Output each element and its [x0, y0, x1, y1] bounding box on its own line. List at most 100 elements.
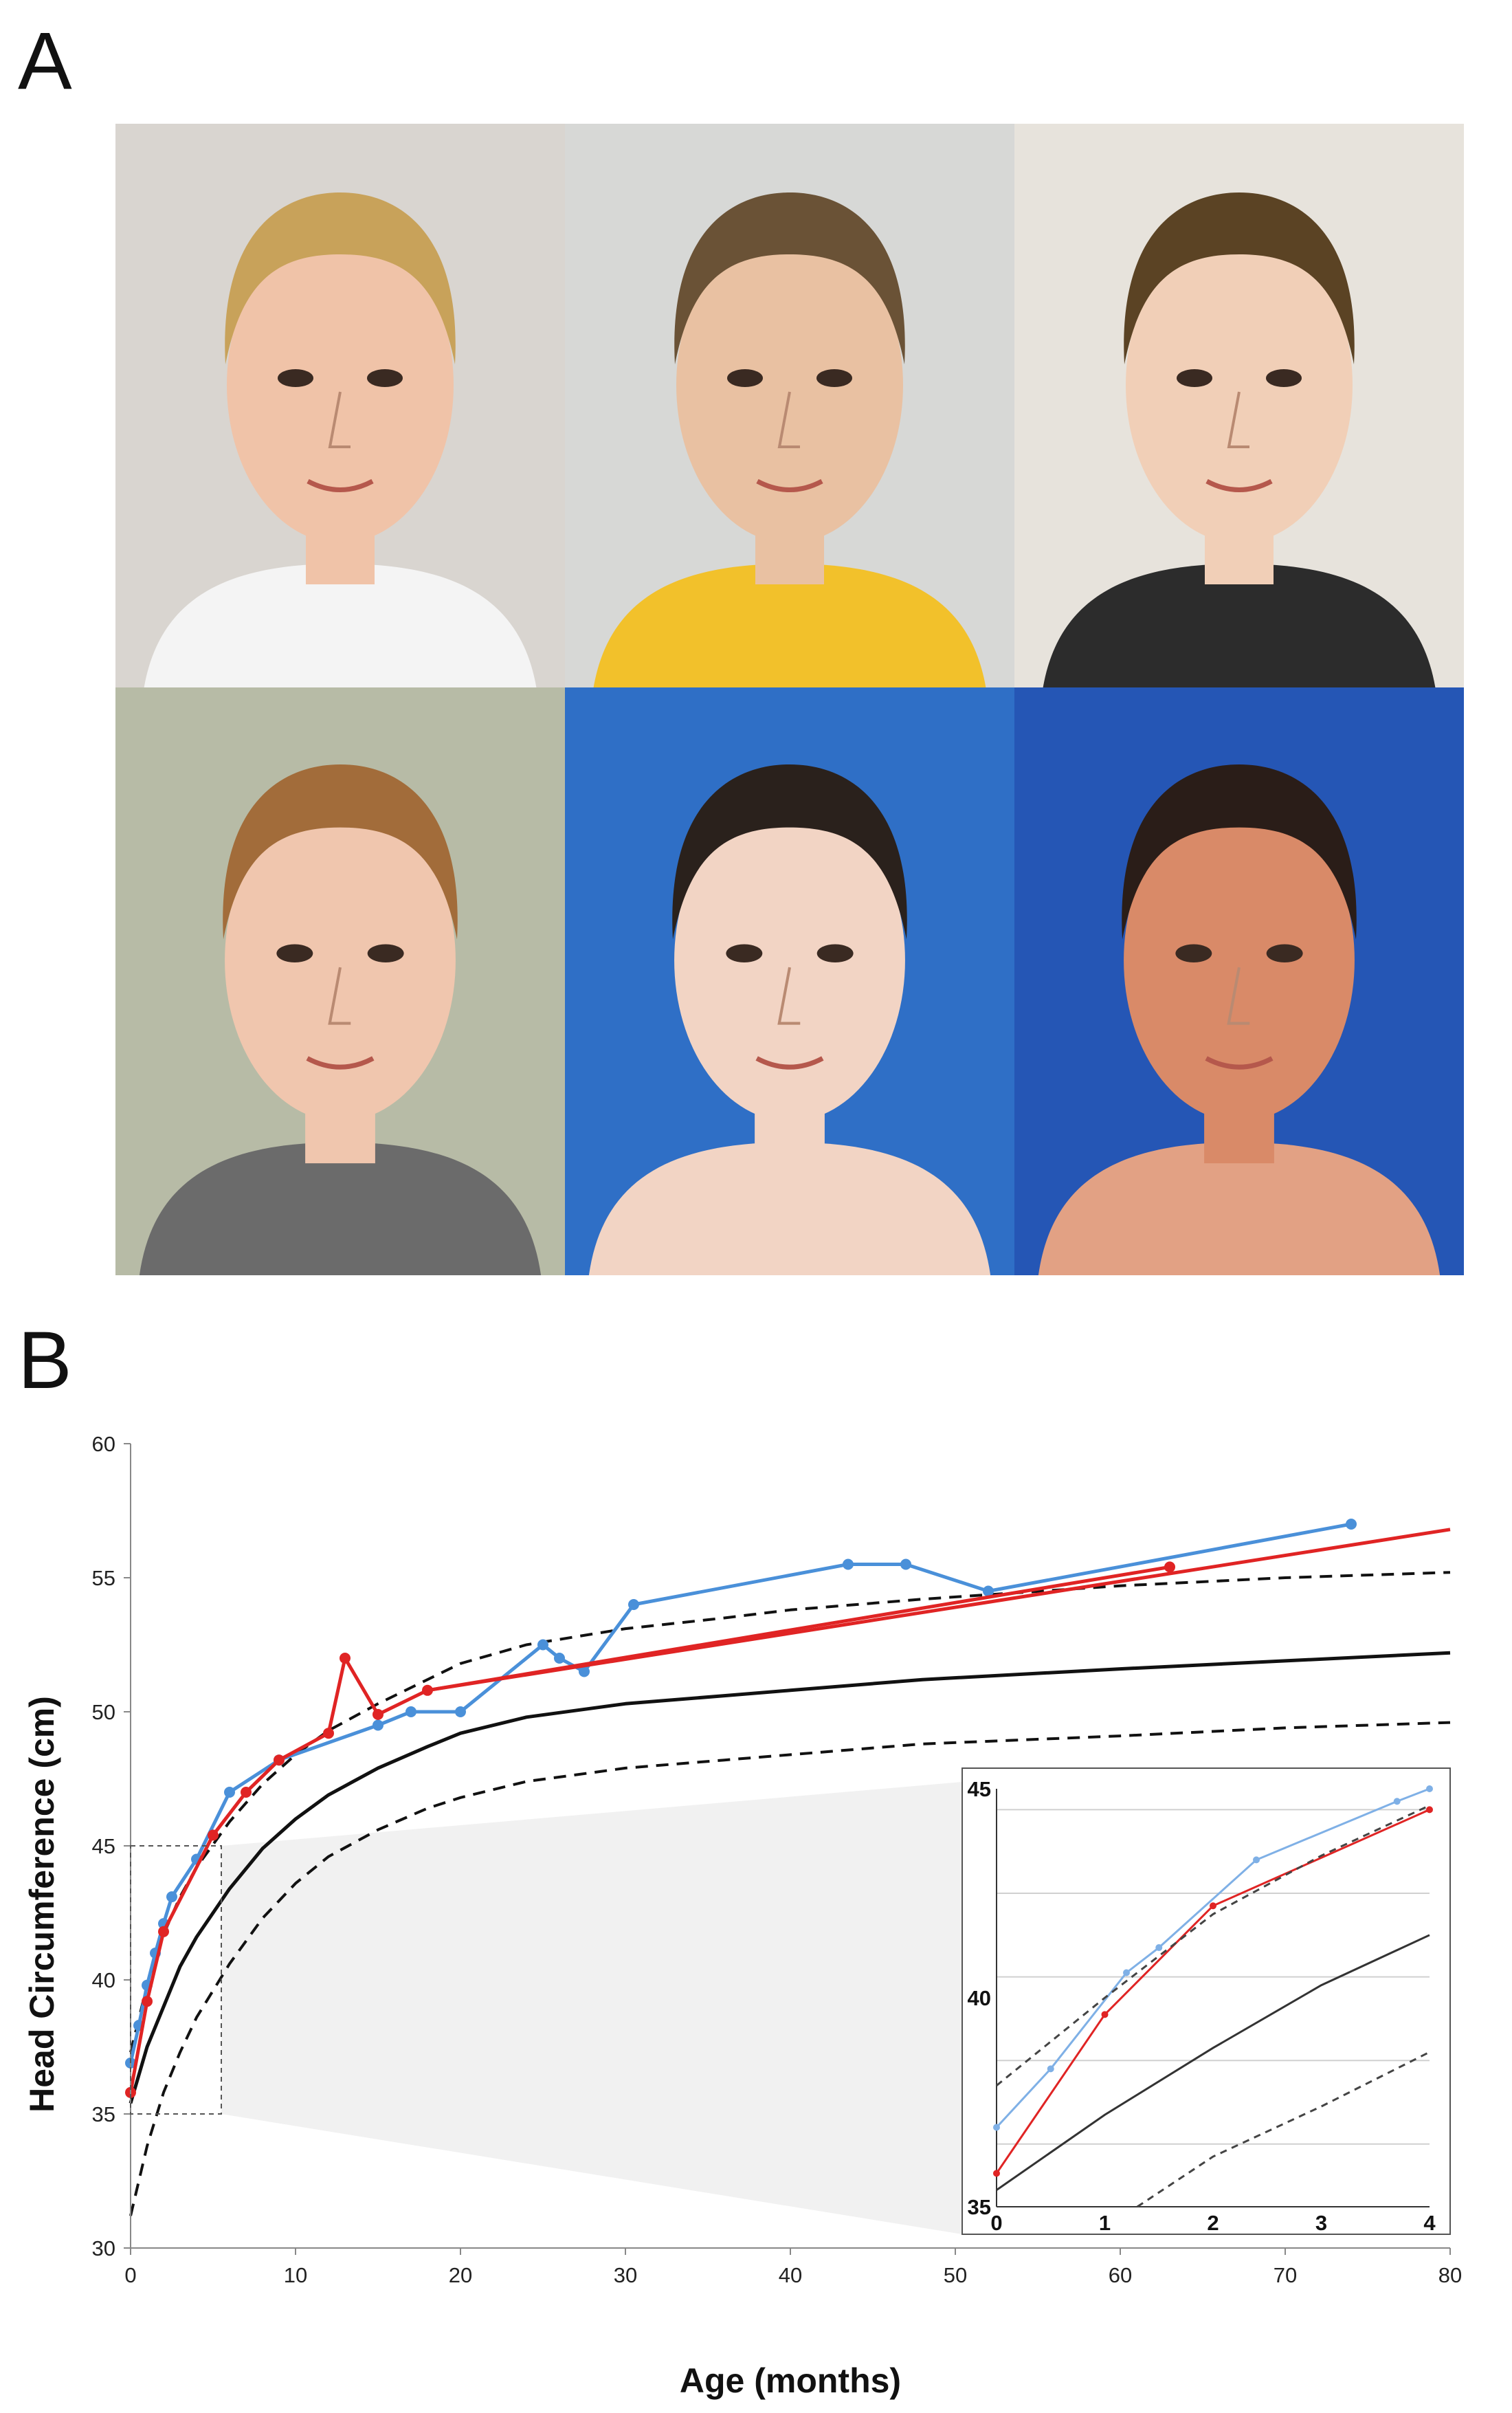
- x-tick-label: 70: [1274, 2263, 1297, 2287]
- series-patient-blue-point: [579, 1666, 590, 1677]
- inset-x-tick-label: 2: [1207, 2211, 1219, 2235]
- portrait-photo: [1014, 124, 1464, 687]
- face: [225, 799, 456, 1122]
- left-eye: [1177, 369, 1212, 387]
- inset-series-patient-red-point: [1210, 1902, 1216, 1910]
- right-eye: [1266, 944, 1303, 963]
- portrait-photo: [115, 687, 565, 1275]
- right-eye: [816, 369, 852, 387]
- nose: [328, 391, 351, 448]
- hair: [674, 192, 905, 364]
- left-eye: [727, 369, 763, 387]
- series-patient-blue-point: [224, 1787, 235, 1798]
- shoulders: [1043, 564, 1436, 687]
- series-patient-blue-point: [628, 1599, 639, 1610]
- nose: [1227, 391, 1249, 448]
- panel-label-a: A: [18, 16, 72, 107]
- inset-series-patient-blue-point: [1393, 1798, 1401, 1805]
- inset-x-tick-label: 4: [1423, 2211, 1436, 2235]
- portrait-photo: [1014, 687, 1464, 1275]
- x-tick-label: 30: [614, 2263, 637, 2287]
- series-median-line: [129, 1651, 1451, 2104]
- y-tick-label: 45: [92, 1834, 115, 1858]
- hair: [1122, 764, 1357, 940]
- series-lower-limit-line: [129, 1721, 1451, 2216]
- mouth: [1205, 1056, 1274, 1070]
- inset-series-patient-red-point: [1426, 1806, 1433, 1814]
- mouth: [756, 478, 823, 492]
- series-patient-blue-point: [554, 1653, 565, 1664]
- series-patient-blue-point: [1346, 1519, 1357, 1530]
- x-tick-label: 20: [449, 2263, 472, 2287]
- inset-frame: [961, 1767, 1451, 2235]
- portrait-photo: [565, 687, 1014, 1275]
- right-eye: [816, 944, 854, 963]
- series-patient-blue-point: [900, 1558, 911, 1570]
- series-patient-blue-point: [537, 1639, 548, 1651]
- y-tick-label: 40: [92, 1968, 115, 1992]
- inset-series-upper-limit-line: [996, 1804, 1430, 2086]
- nose: [777, 391, 800, 448]
- shoulders: [139, 1142, 542, 1275]
- inset-y-tick-label: 40: [968, 1986, 991, 2010]
- series-patient-red-point: [340, 1653, 351, 1664]
- shoulders: [1038, 1142, 1441, 1275]
- face: [1126, 227, 1353, 543]
- x-tick-label: 80: [1438, 2263, 1462, 2287]
- inset-x-tick-label: 0: [990, 2211, 1002, 2235]
- hair: [225, 192, 456, 364]
- series-patient-red-point: [1164, 1561, 1175, 1573]
- series-patient-red-point: [323, 1728, 334, 1739]
- x-tick-label: 10: [284, 2263, 307, 2287]
- left-eye: [1175, 944, 1212, 963]
- left-eye: [278, 369, 313, 387]
- inset-series-median-line: [996, 1934, 1430, 2191]
- series-patient-blue-point: [166, 1891, 177, 1903]
- inset-y-tick-label: 35: [968, 2195, 991, 2219]
- face: [227, 227, 454, 543]
- inset-series-lower-limit-line: [1136, 2051, 1430, 2208]
- inset-x-tick-label: 3: [1315, 2211, 1327, 2235]
- series-patient-red-point: [241, 1787, 252, 1798]
- inset-series-patient-red-line: [995, 1809, 1430, 2174]
- y-tick-label: 35: [92, 2102, 115, 2126]
- inset-series-patient-red-point: [1101, 2011, 1109, 2018]
- inset-series-patient-blue-point: [993, 2124, 1000, 2131]
- y-tick-label: 55: [92, 1566, 115, 1590]
- x-tick-label: 50: [944, 2263, 967, 2287]
- left-eye: [276, 944, 313, 963]
- inset-series-patient-blue-point: [1123, 1969, 1130, 1976]
- y-tick-label: 50: [92, 1700, 115, 1724]
- panel-label-b: B: [18, 1315, 72, 1406]
- inset-x-tick-label: 1: [1099, 2211, 1111, 2235]
- series-patient-blue-point: [843, 1558, 854, 1570]
- series-patient-blue-point: [405, 1706, 416, 1717]
- mouth: [306, 1056, 375, 1070]
- y-tick-label: 60: [92, 1432, 115, 1456]
- inset-series-patient-red-point: [993, 2170, 1000, 2177]
- y-tick-label: 30: [92, 2236, 115, 2260]
- mouth: [1205, 478, 1273, 492]
- nose: [328, 967, 351, 1025]
- x-tick-label: 0: [124, 2263, 136, 2287]
- hair: [1124, 192, 1355, 364]
- zoom-region-box: [130, 1845, 222, 2115]
- zoom-connector: [221, 1782, 962, 2234]
- shoulders: [593, 564, 986, 687]
- portrait-photo: [565, 124, 1014, 687]
- y-axis-title: Head Circumference (cm): [23, 1696, 61, 2113]
- hair: [672, 764, 907, 940]
- series-patient-red-point: [274, 1754, 285, 1766]
- series-patient-red-point: [422, 1684, 433, 1696]
- series-patient-blue-point: [373, 1719, 383, 1731]
- series-patient-red-point: [142, 1996, 153, 2007]
- mouth: [307, 478, 374, 492]
- face: [676, 227, 903, 543]
- series-patient-blue-point: [983, 1585, 994, 1597]
- right-eye: [367, 944, 404, 963]
- nose: [777, 967, 801, 1025]
- portrait-photo-grid: [115, 124, 1464, 1275]
- x-tick-label: 60: [1109, 2263, 1132, 2287]
- shoulders: [144, 564, 537, 687]
- face: [674, 799, 905, 1122]
